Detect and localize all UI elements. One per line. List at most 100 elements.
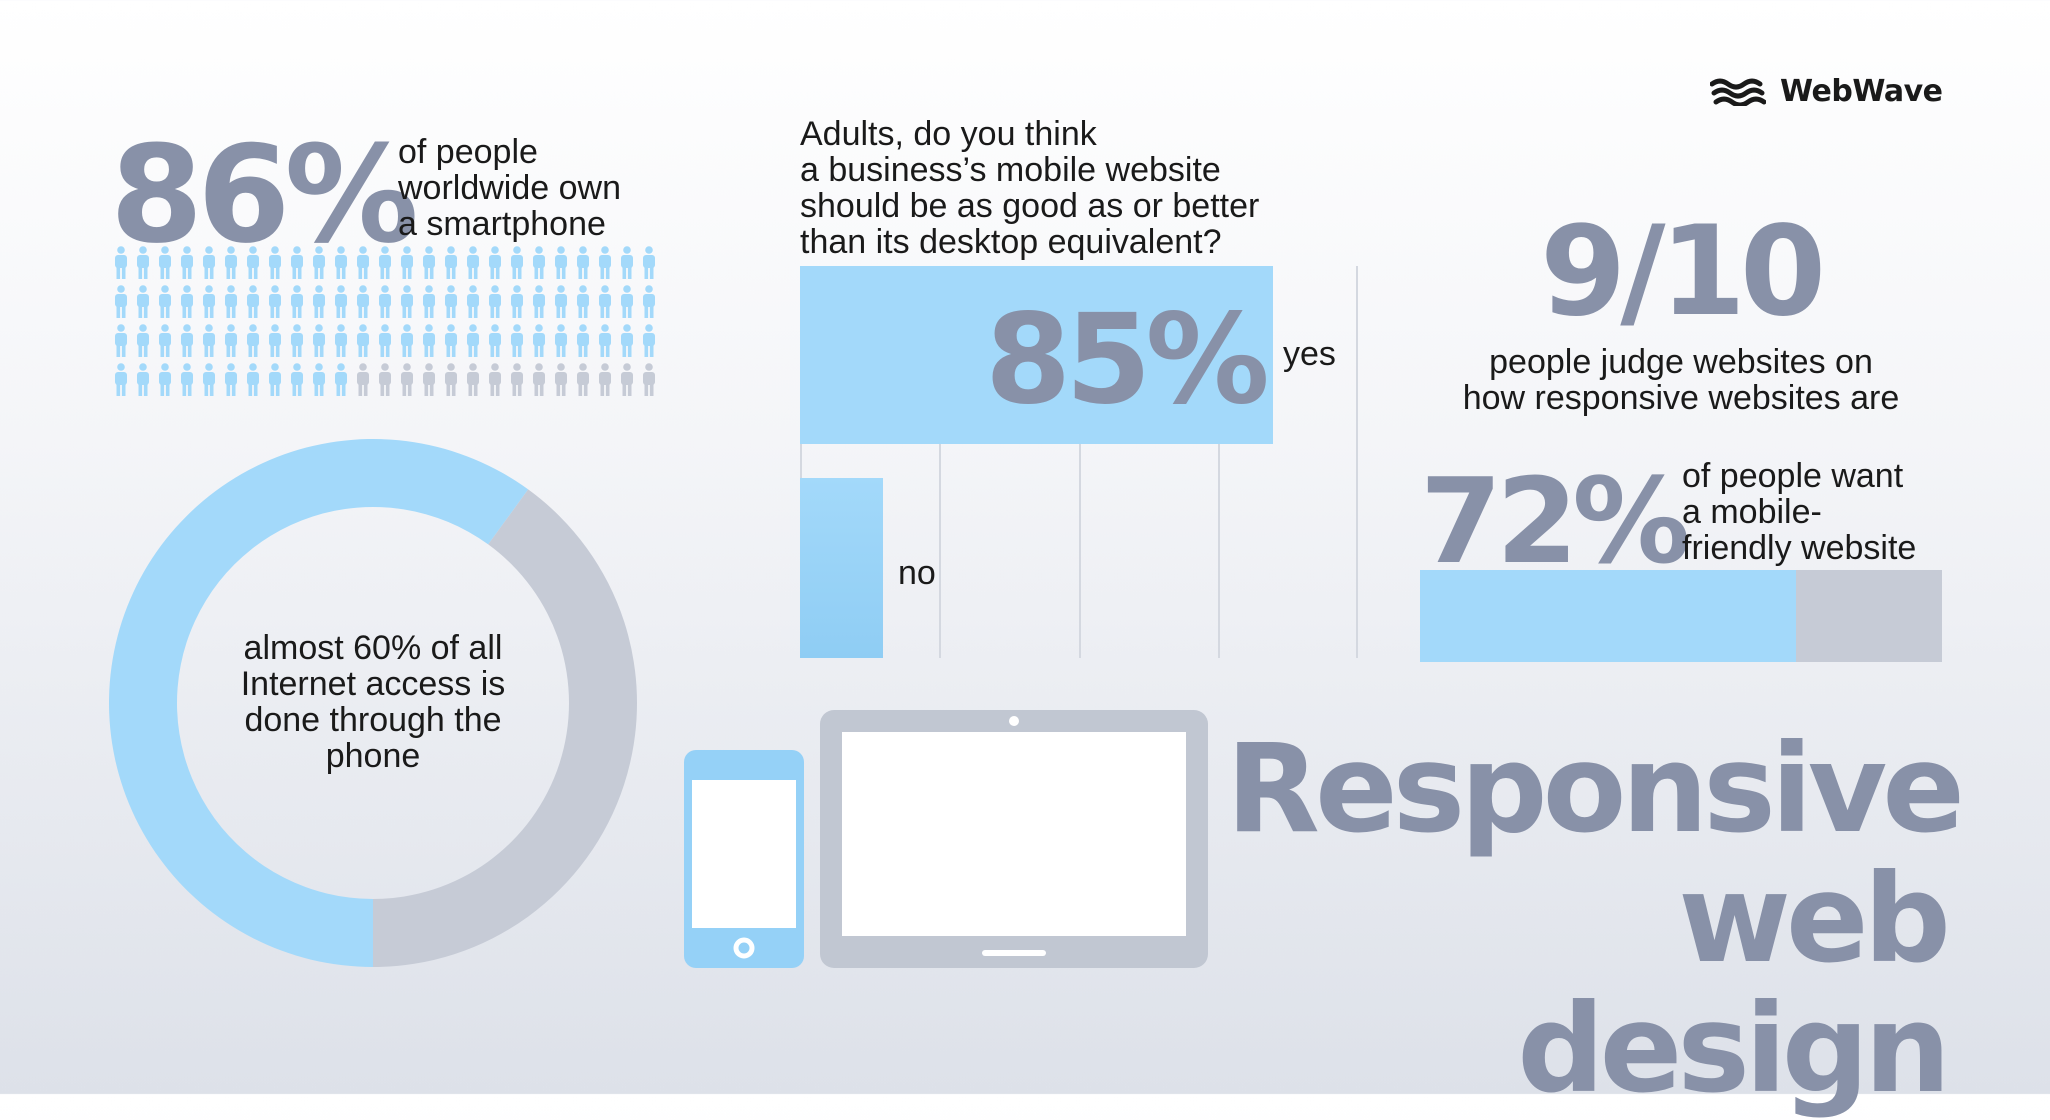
- judge-stat-value: 9/10: [1540, 200, 1826, 344]
- person-icon: [159, 285, 171, 318]
- survey-bar-chart: [800, 266, 1360, 658]
- person-icon: [599, 324, 611, 357]
- person-icon: [489, 324, 501, 357]
- person-icon: [533, 324, 545, 357]
- person-icon: [467, 324, 479, 357]
- headline-line-2: web design: [1517, 848, 1951, 1120]
- gridline: [1356, 266, 1358, 658]
- person-icon: [225, 246, 237, 279]
- tablet-icon: [820, 710, 1208, 968]
- person-icon: [533, 246, 545, 279]
- gridline: [939, 266, 941, 658]
- person-icon: [269, 324, 281, 357]
- person-icon: [577, 246, 589, 279]
- person-icon: [379, 324, 391, 357]
- mobile-friendly-stat-line: friendly website: [1682, 529, 1917, 567]
- smartphone-stat-line: a smartphone: [398, 205, 606, 243]
- internet-access-donut: [109, 439, 637, 967]
- person-icon: [357, 324, 369, 357]
- person-icon: [137, 285, 149, 318]
- person-icon: [599, 285, 611, 318]
- smartphone-stat-text: of people worldwide own a smartphone: [398, 134, 621, 242]
- person-icon: [423, 324, 435, 357]
- survey-question-line: should be as good as or better: [800, 187, 1260, 225]
- person-icon: [247, 363, 259, 396]
- person-icon: [225, 285, 237, 318]
- person-icon: [401, 324, 413, 357]
- person-icon: [401, 285, 413, 318]
- person-icon: [225, 363, 237, 396]
- mobile-friendly-stat-line: of people want: [1682, 457, 1904, 495]
- survey-question-line: a business’s mobile website: [800, 151, 1221, 189]
- gridline: [1079, 266, 1081, 658]
- judge-stat-line: how responsive websites are: [1462, 379, 1900, 417]
- person-icon: [643, 246, 655, 279]
- mobile-friendly-bar-fill: [1420, 570, 1796, 662]
- person-icon: [115, 285, 127, 318]
- person-icon: [291, 324, 303, 357]
- person-icon: [335, 324, 347, 357]
- bar-yes-label: yes: [1283, 335, 1336, 373]
- person-icon: [137, 324, 149, 357]
- person-icon: [269, 246, 281, 279]
- person-icon: [203, 363, 215, 396]
- person-icon: [357, 363, 369, 396]
- mobile-friendly-stat-line: a mobile-: [1682, 493, 1822, 531]
- person-icon: [555, 324, 567, 357]
- donut-slice-other: [373, 489, 637, 967]
- person-icon: [489, 246, 501, 279]
- person-icon: [357, 285, 369, 318]
- person-icon: [181, 324, 193, 357]
- bar-yes-data-label: 85%: [985, 288, 1270, 432]
- person-icon: [511, 324, 523, 357]
- person-icon: [115, 324, 127, 357]
- person-icon: [555, 363, 567, 396]
- brand-logo[interactable]: WebWave: [1710, 74, 1943, 109]
- person-icon: [621, 324, 633, 357]
- person-icon: [401, 363, 413, 396]
- donut-slice-phone: [109, 439, 529, 967]
- person-icon: [621, 285, 633, 318]
- person-icon: [467, 285, 479, 318]
- judge-stat-line: people judge websites on: [1489, 343, 1873, 381]
- survey-question-line: than its desktop equivalent?: [800, 223, 1222, 261]
- person-icon: [181, 285, 193, 318]
- brand-name: WebWave: [1780, 74, 1943, 109]
- person-icon: [533, 285, 545, 318]
- donut-text-line: done through the: [244, 701, 502, 739]
- person-icon: [137, 363, 149, 396]
- smartphone-stat-value: 86%: [110, 117, 419, 273]
- person-icon: [269, 363, 281, 396]
- person-icon: [379, 285, 391, 318]
- person-icon: [445, 324, 457, 357]
- person-icon: [599, 246, 611, 279]
- donut-text-line: Internet access is: [240, 665, 506, 703]
- mobile-friendly-bar: [1420, 570, 1942, 662]
- person-icon: [423, 285, 435, 318]
- survey-question: Adults, do you think a business’s mobile…: [800, 116, 1259, 260]
- person-icon: [335, 246, 347, 279]
- person-icon: [511, 363, 523, 396]
- person-icon: [643, 363, 655, 396]
- donut-text-line: phone: [325, 737, 421, 775]
- person-icon: [577, 285, 589, 318]
- person-icon: [291, 246, 303, 279]
- person-icon: [137, 246, 149, 279]
- person-icon: [489, 285, 501, 318]
- person-icon: [511, 285, 523, 318]
- person-icon: [489, 363, 501, 396]
- person-icon: [247, 324, 259, 357]
- headline: Responsive web design: [1226, 724, 1965, 1120]
- person-icon: [445, 363, 457, 396]
- person-icon: [313, 285, 325, 318]
- person-icon: [423, 363, 435, 396]
- bar-no-label: no: [898, 554, 936, 592]
- smartphone-stat-line: of people: [398, 133, 538, 171]
- bar-no: [800, 478, 883, 658]
- judge-stat-text: people judge websites on how responsive …: [1420, 344, 1942, 416]
- person-icon: [115, 246, 127, 279]
- person-icon: [159, 246, 171, 279]
- person-icon: [269, 285, 281, 318]
- person-icon: [467, 246, 479, 279]
- person-icon: [159, 324, 171, 357]
